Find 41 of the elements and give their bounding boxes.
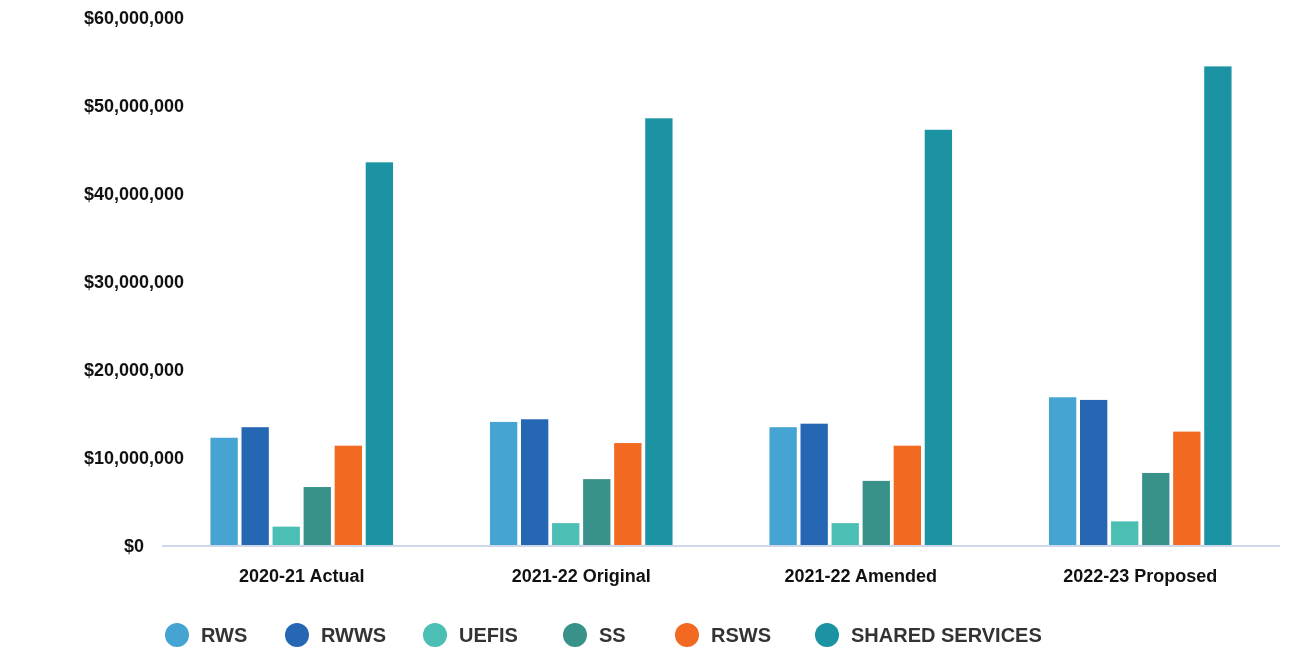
bar [583, 479, 611, 546]
y-tick-label: $0 [123, 536, 145, 557]
bar [521, 419, 549, 546]
bar [210, 437, 238, 546]
legend-label: SHARED SERVICES [851, 624, 1042, 646]
bar [1048, 397, 1077, 546]
bar [1080, 399, 1108, 546]
bar [862, 480, 890, 546]
legend-label: RWWS [321, 624, 387, 646]
x-tick-label: 2021-22 Original [511, 566, 651, 587]
y-tick-label: $10,000,000 [83, 448, 185, 469]
bar [1204, 66, 1232, 546]
x-tick-label: 2021-22 Amended [784, 566, 937, 587]
bar [1142, 472, 1170, 546]
bar [552, 523, 580, 546]
bar [924, 129, 953, 546]
y-tick-label: $40,000,000 [83, 184, 185, 205]
bar [614, 443, 642, 546]
bar [645, 118, 673, 546]
bar [489, 421, 518, 546]
bar [769, 427, 797, 546]
bar [831, 523, 859, 546]
bar [893, 445, 921, 546]
legend-label: SS [599, 624, 626, 646]
x-tick-label: 2022-23 Proposed [1063, 566, 1218, 587]
legend-label: RWS [201, 624, 248, 646]
x-tick-label: 2020-21 Actual [239, 566, 365, 587]
bar [303, 487, 331, 546]
legend-label: UEFIS [459, 624, 518, 646]
bar [241, 427, 269, 546]
y-tick-label: $50,000,000 [83, 96, 185, 117]
y-tick-label: $20,000,000 [83, 360, 185, 381]
bar [272, 526, 300, 546]
bar [1173, 431, 1201, 546]
bar [800, 423, 828, 546]
legend-label: RSWS [711, 624, 771, 646]
y-tick-label: $60,000,000 [83, 8, 185, 29]
y-tick-label: $30,000,000 [83, 272, 185, 293]
bar [365, 162, 394, 546]
bar [334, 445, 362, 546]
bar [1111, 521, 1139, 546]
